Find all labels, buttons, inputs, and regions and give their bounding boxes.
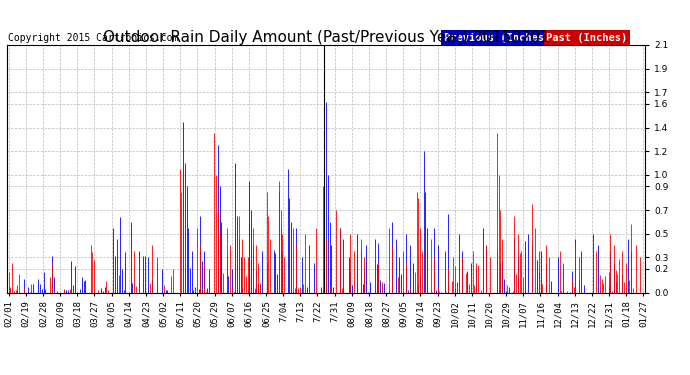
Text: Past (Inches): Past (Inches) [546, 33, 627, 42]
Text: Previous (Inches): Previous (Inches) [444, 33, 551, 42]
Title: Outdoor Rain Daily Amount (Past/Previous Year) 20150201: Outdoor Rain Daily Amount (Past/Previous… [103, 30, 549, 45]
Text: Copyright 2015 Cartronics.com: Copyright 2015 Cartronics.com [8, 33, 178, 42]
